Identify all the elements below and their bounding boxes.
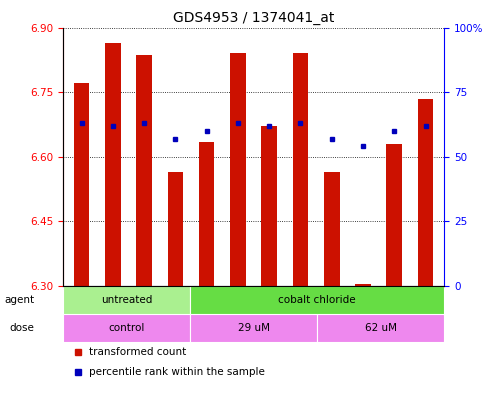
Text: untreated: untreated: [100, 295, 152, 305]
Bar: [74, 83, 89, 286]
Bar: [136, 55, 152, 286]
Bar: [168, 172, 183, 286]
Bar: [317, 314, 444, 342]
Text: percentile rank within the sample: percentile rank within the sample: [89, 367, 265, 376]
Text: 62 uM: 62 uM: [365, 323, 397, 333]
Title: GDS4953 / 1374041_at: GDS4953 / 1374041_at: [173, 11, 334, 25]
Bar: [261, 127, 277, 286]
Text: control: control: [108, 323, 144, 333]
Bar: [386, 144, 402, 286]
Text: 29 uM: 29 uM: [238, 323, 270, 333]
Bar: [105, 42, 121, 286]
Bar: [418, 99, 433, 286]
Bar: [293, 53, 308, 286]
Bar: [199, 141, 214, 286]
Bar: [324, 172, 340, 286]
Bar: [355, 283, 371, 286]
Bar: [190, 286, 444, 314]
Bar: [190, 314, 317, 342]
Text: agent: agent: [4, 295, 34, 305]
Bar: [230, 53, 246, 286]
Text: transformed count: transformed count: [89, 347, 187, 357]
Text: dose: dose: [9, 323, 34, 333]
Bar: [63, 314, 190, 342]
Text: cobalt chloride: cobalt chloride: [278, 295, 356, 305]
Bar: [63, 286, 190, 314]
